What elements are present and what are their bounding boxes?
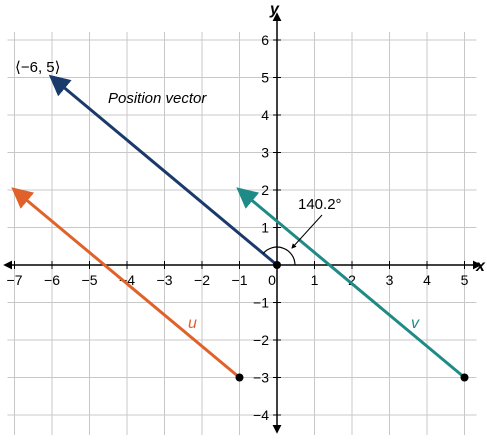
y-tick-label: 4 [261,107,269,123]
vector-v [236,187,466,379]
vector-v-tail-point [460,373,469,382]
x-tick-label: 5 [461,272,469,288]
vector-u [11,187,241,379]
x-tick-label: 4 [423,272,431,288]
x-tick-label: 3 [386,272,394,288]
vector-position [48,74,278,267]
vectors [11,74,469,382]
angle-leader-line [291,214,323,249]
y-tick-label: 5 [261,70,269,86]
y-tick-label: 6 [261,32,269,48]
vector-v-label: v [411,315,420,332]
x-axis-name: x [475,258,486,275]
y-axis-name: y [269,1,280,18]
y-tick-label: 3 [261,145,269,161]
x-tick-label: −2 [194,272,210,288]
y-tick-label: −1 [253,295,269,311]
x-tick-label: −4 [119,272,135,288]
angle-label: 140.2° [298,196,342,213]
x-tick-label: 1 [311,272,319,288]
axes [3,12,482,434]
y-tick-label: 1 [261,220,269,236]
x-tick-label: 0 [268,272,276,288]
y-tick-label: −2 [253,332,269,348]
y-tick-label: −3 [253,370,269,386]
vector-position-tail-point [273,261,281,269]
x-tick-label: −3 [157,272,173,288]
position-vector-label: Position vector [108,90,207,107]
vector-u-tail-point [235,373,244,382]
x-tick-label: −5 [82,272,98,288]
y-tick-label: 2 [261,182,269,198]
vector-u-label: u [188,315,197,332]
x-tick-label: −7 [7,272,23,288]
x-tick-label: −6 [44,272,60,288]
ticks: −7 −6 −5 −4 −3 −2 −1 0 1 2 3 4 5 −4 −3 −2 −1 1 2 3 4 5 6 [7,32,469,423]
y-tick-label: −4 [253,407,269,423]
point-label: ⟨−6, 5⟩ [15,59,60,76]
angle-arc [262,246,296,266]
x-tick-label: 2 [348,272,356,288]
x-tick-label: −1 [232,272,248,288]
